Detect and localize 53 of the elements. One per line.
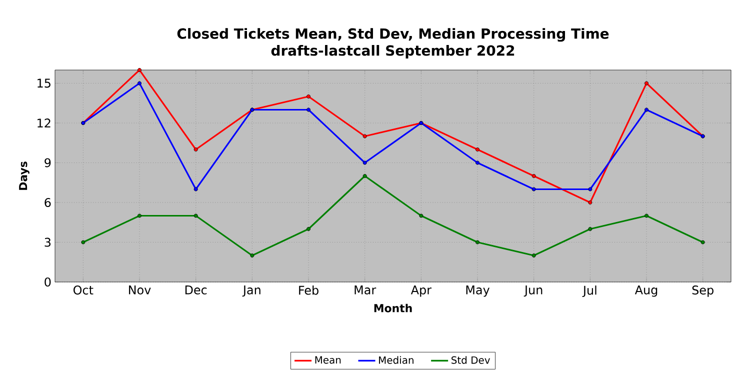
y-tick-label: 15 [38, 78, 50, 88]
point [532, 254, 536, 258]
point [476, 160, 480, 165]
x-tick-label: Jun [524, 286, 542, 297]
point [476, 148, 480, 152]
point [362, 134, 367, 138]
x-tick-label: Feb [299, 286, 318, 295]
point [306, 227, 310, 231]
x-tick-label: Mar [354, 286, 376, 294]
chart-subtitle: drafts-lastcall September 2022 [271, 45, 514, 59]
y-tick-label: 6 [44, 198, 51, 208]
x-tick-label: May [466, 286, 490, 297]
point [588, 200, 592, 204]
point [138, 68, 142, 72]
x-tick-label: Jul [582, 286, 596, 297]
x-tick-label: Apr [410, 286, 432, 297]
point [476, 240, 480, 244]
point [306, 108, 310, 112]
legend-label: Median [379, 356, 414, 364]
legend-label: Std Dev [452, 356, 490, 364]
point [138, 214, 142, 218]
point [532, 174, 536, 178]
point [644, 108, 648, 112]
point [532, 187, 536, 192]
chart-title: Closed Tickets Mean, Std Dev, Median Processing Time [177, 28, 609, 42]
y-tick-label: 3 [44, 238, 51, 247]
x-tick-label: Jan [242, 286, 260, 297]
point [362, 174, 367, 178]
point [194, 148, 198, 152]
point [138, 81, 142, 86]
y-tick-label: 9 [44, 158, 51, 168]
x-tick-label: Dec [185, 286, 207, 294]
point [644, 81, 648, 86]
point [588, 187, 592, 192]
x-axis-title: Month [374, 304, 412, 312]
x-tick-label: Sep [692, 286, 714, 297]
point [644, 214, 648, 218]
point [362, 160, 367, 165]
y-tick-label: 0 [44, 277, 51, 287]
point [250, 254, 254, 258]
legend-label: Mean [315, 356, 341, 364]
point [81, 240, 86, 244]
point [419, 214, 424, 218]
x-tick-label: Nov [129, 286, 151, 294]
x-tick-label: Oct [74, 286, 94, 295]
point [194, 214, 198, 218]
x-tick-label: Aug [634, 286, 658, 297]
y-axis-title: Days [19, 162, 30, 190]
point [194, 187, 198, 192]
point [700, 240, 705, 244]
y-tick-label: 12 [38, 118, 50, 128]
point [306, 94, 310, 98]
point [588, 227, 592, 231]
